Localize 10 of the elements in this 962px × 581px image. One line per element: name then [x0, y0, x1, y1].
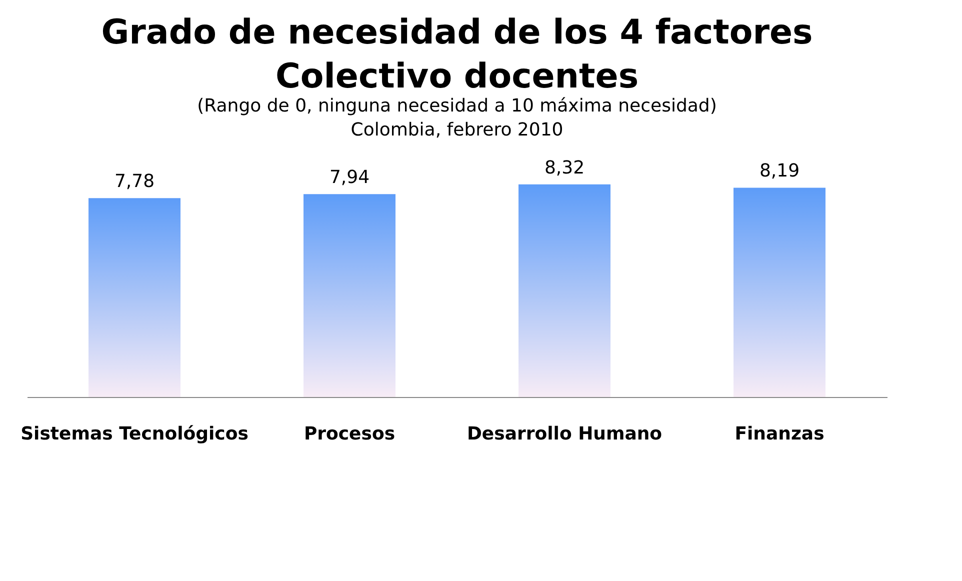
data-label: 8,32	[544, 157, 585, 178]
data-label: 7,94	[329, 167, 370, 188]
x-tick-label: Finanzas	[734, 424, 824, 444]
x-tick-label: Sistemas Tecnológicos	[20, 424, 248, 444]
data-label: 8,19	[759, 160, 800, 182]
chart-title: Grado de necesidad de los 4 factores Colectivo docentes	[101, 12, 813, 96]
x-tick-label: Desarrollo Humano	[466, 424, 662, 444]
data-label: 7,78	[114, 171, 155, 192]
x-tick-label: Procesos	[304, 424, 396, 444]
chart-subtitle: (Rango de 0, ninguna necesidad a 10 máxima necesidad) Colombia, febrero 2010	[197, 95, 717, 140]
